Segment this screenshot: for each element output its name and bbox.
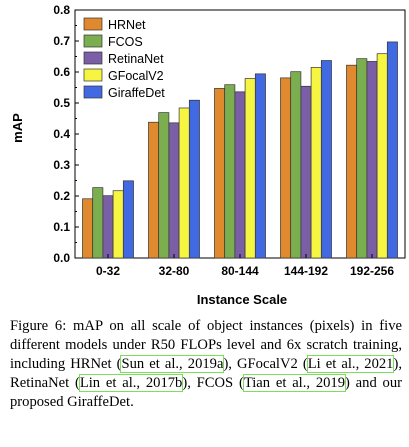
bar-gfocalv2-80-144 — [244, 78, 256, 259]
bar-retinanet-0-32 — [102, 195, 114, 259]
figure-chart: 0.0 0.1 0.2 0.3 0.4 0.5 0.6 0.7 0.8 0-32 32-80 80-1… — [10, 3, 406, 307]
bar-giraffedet-144-192 — [320, 60, 332, 259]
legend-swatch-gfocalv2 — [83, 68, 103, 82]
bar-giraffedet-0-32 — [122, 180, 134, 259]
x-tick-label: 80-144 — [221, 264, 259, 278]
bar-retinanet-32-80 — [168, 122, 180, 259]
bar-fcos-0-32 — [92, 187, 104, 259]
axes: 0.0 0.1 0.2 0.3 0.4 0.5 0.6 0.7 0.8 0-32 32-80 80-1… — [53, 3, 394, 278]
legend-swatch-retinanet — [83, 51, 103, 65]
caption-text: ) and our proposed GiraffeDet. — [10, 374, 402, 410]
citation-link-retinanet[interactable]: Lin et al., 2017b — [78, 373, 184, 392]
y-tick-label: 0.8 — [53, 3, 70, 17]
bar-hrnet-32-80 — [148, 121, 160, 259]
x-tick-label: 32-80 — [159, 264, 190, 278]
bar-hrnet-0-32 — [82, 198, 94, 259]
bar-giraffedet-32-80 — [188, 99, 200, 259]
figure-caption: Figure 6: mAP on all scale of object ins… — [10, 317, 402, 412]
citation-link-hrnet[interactable]: Sun et al., 2019a — [120, 354, 225, 373]
citation-link-gfocalv2[interactable]: Li et al., 2021 — [306, 354, 395, 373]
bar-chart: 0.0 0.1 0.2 0.3 0.4 0.5 0.6 0.7 0.8 0-32 32-80 80-1… — [10, 3, 406, 307]
citation-link-fcos[interactable]: Tian et al., 2019 — [242, 373, 347, 392]
bar-gfocalv2-32-80 — [178, 107, 190, 259]
bar-hrnet-192-256 — [346, 64, 358, 259]
legend-label-gfocalv2: GFocalV2 — [108, 69, 164, 83]
y-tick-label: 0.7 — [53, 34, 70, 48]
bar-fcos-144-192 — [290, 71, 302, 259]
y-tick-label: 0.5 — [53, 96, 70, 110]
legend-label-retinanet: RetinaNet — [108, 52, 164, 66]
legend-label-fcos: FCOS — [108, 35, 143, 49]
y-tick-label: 0.3 — [53, 158, 70, 172]
legend-label-giraffedet: GiraffeDet — [108, 86, 165, 100]
caption-text: ), GFocalV2 ( — [223, 355, 308, 372]
legend-swatch-fcos — [83, 34, 103, 48]
bar-fcos-80-144 — [224, 84, 236, 259]
legend-swatch-hrnet — [83, 17, 103, 31]
caption-text: ), FCOS ( — [182, 374, 244, 391]
bar-gfocalv2-0-32 — [112, 190, 124, 259]
caption-text: ), RetinaNet ( — [10, 355, 402, 391]
x-tick-label: 144-192 — [284, 264, 328, 278]
bar-hrnet-80-144 — [214, 88, 226, 259]
bar-retinanet-144-192 — [300, 85, 312, 259]
legend-label-hrnet: HRNet — [108, 18, 146, 32]
legend: HRNet FCOS RetinaNet GFocalV2 GiraffeDet — [83, 17, 165, 100]
x-tick-label: 0-32 — [96, 264, 120, 278]
bar-giraffedet-80-144 — [254, 73, 266, 259]
bar-gfocalv2-144-192 — [310, 66, 322, 259]
bar-retinanet-80-144 — [234, 91, 246, 259]
bar-fcos-192-256 — [356, 58, 368, 259]
y-tick-label: 0.6 — [53, 65, 70, 79]
bar-fcos-32-80 — [158, 112, 170, 259]
y-tick-label: 0.0 — [53, 251, 70, 265]
y-axis-label: mAP — [10, 113, 25, 143]
bar-retinanet-192-256 — [366, 61, 378, 259]
bar-gfocalv2-192-256 — [376, 53, 388, 259]
y-tick-label: 0.4 — [53, 127, 70, 141]
legend-swatch-giraffedet — [83, 85, 103, 99]
y-tick-label: 0.2 — [53, 189, 70, 203]
bar-hrnet-144-192 — [280, 77, 292, 259]
y-tick-label: 0.1 — [53, 220, 70, 234]
bar-giraffedet-192-256 — [386, 41, 398, 259]
caption-text: Figure 6: mAP on all scale of object ins… — [10, 318, 402, 372]
x-tick-label: 192-256 — [350, 264, 394, 278]
x-axis-label: Instance Scale — [197, 292, 287, 307]
